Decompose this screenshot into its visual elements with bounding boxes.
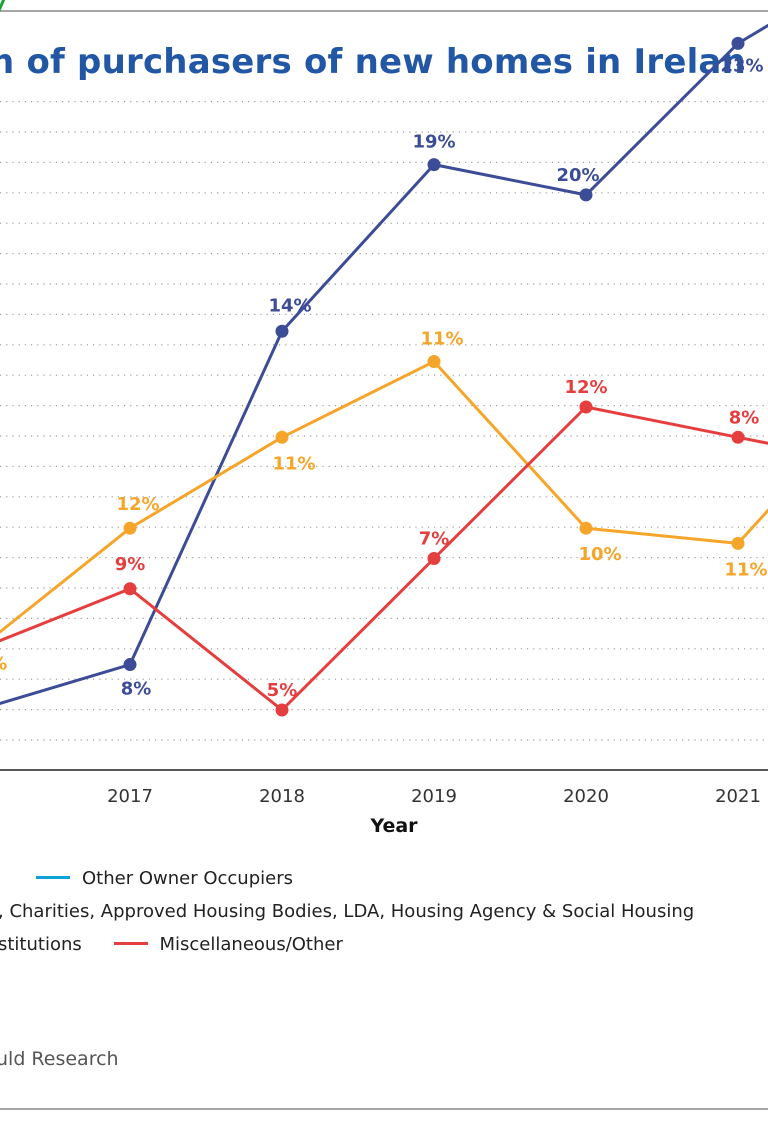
legend-swatch-miscellaneous: [113, 941, 148, 945]
series-line-housing_bodies: [0, 23, 768, 705]
data-label-housing_bodies: 8%: [121, 679, 152, 700]
point-housing_bodies: [275, 324, 289, 338]
point-miscellaneous: [579, 400, 593, 414]
legend-label-institutions: stitutions: [0, 934, 82, 955]
data-label-housing_bodies: 23%: [720, 55, 763, 76]
series-lines: [0, 0, 768, 712]
point-miscellaneous: [427, 552, 441, 565]
x-tick-label: 2020: [563, 786, 609, 807]
bottom-rule: [0, 1108, 768, 1110]
x-tick-label: 2018: [259, 786, 305, 807]
data-label-institutions: 12%: [116, 494, 159, 515]
data-label-miscellaneous: 9%: [115, 554, 146, 575]
x-axis-label: Year: [369, 815, 418, 837]
line-chart: 620172018201920202021 Year 34%35%33%32%3…: [0, 0, 768, 837]
legend-label-miscellaneous: Miscellaneous/Other: [159, 934, 343, 955]
chart-title: n of purchasers of new homes in Irelan: [0, 42, 746, 82]
point-miscellaneous: [731, 430, 745, 444]
source-note: uld Research: [0, 1048, 119, 1070]
x-tick-label: 2019: [411, 786, 457, 807]
series-line-first_time_buyers: [0, 0, 6, 12]
legend-label-other-owner-occupiers: Other Owner Occupiers: [82, 868, 293, 889]
data-label-institutions: 10%: [578, 544, 621, 565]
point-miscellaneous: [275, 703, 289, 717]
data-label-housing_bodies: 19%: [412, 132, 455, 153]
legend-label-housing-bodies: , Charities, Approved Housing Bodies, LD…: [0, 901, 695, 922]
point-housing_bodies: [427, 158, 441, 172]
point-institutions: [427, 355, 441, 369]
legend-row-2: , Charities, Approved Housing Bodies, LD…: [0, 901, 694, 922]
data-labels: 34%35%33%32%33%37%34%30%26%25%8%14%19%20…: [0, 55, 768, 701]
series-points: [123, 36, 745, 717]
legend-row-3: stitutions Miscellaneous/Other: [0, 934, 343, 955]
point-miscellaneous: [123, 582, 137, 596]
point-housing_bodies: [579, 188, 593, 202]
legend-swatch-other-owner-occupiers: [36, 875, 70, 879]
legend-row-1: Other Owner Occupiers: [36, 868, 293, 889]
point-institutions: [275, 430, 289, 444]
top-rule: [0, 10, 768, 12]
x-tick-label: 2021: [715, 786, 761, 807]
data-label-institutions: 11%: [724, 559, 767, 580]
data-label-institutions: 0%: [0, 653, 7, 674]
data-label-miscellaneous: 8%: [729, 407, 760, 428]
data-label-miscellaneous: 5%: [267, 680, 298, 701]
data-label-miscellaneous: 12%: [564, 377, 607, 398]
point-housing_bodies: [123, 658, 137, 672]
data-label-miscellaneous: 7%: [419, 529, 450, 550]
data-label-housing_bodies: 20%: [556, 165, 599, 186]
data-label-institutions: 11%: [420, 329, 463, 350]
point-housing_bodies: [731, 36, 745, 50]
point-institutions: [123, 521, 137, 535]
data-label-housing_bodies: 14%: [268, 295, 311, 316]
x-tick-labels: 620172018201920202021: [107, 786, 761, 807]
x-tick-label: 2017: [107, 786, 153, 807]
point-institutions: [579, 521, 593, 535]
data-label-institutions: 11%: [272, 453, 315, 474]
point-institutions: [731, 536, 745, 550]
